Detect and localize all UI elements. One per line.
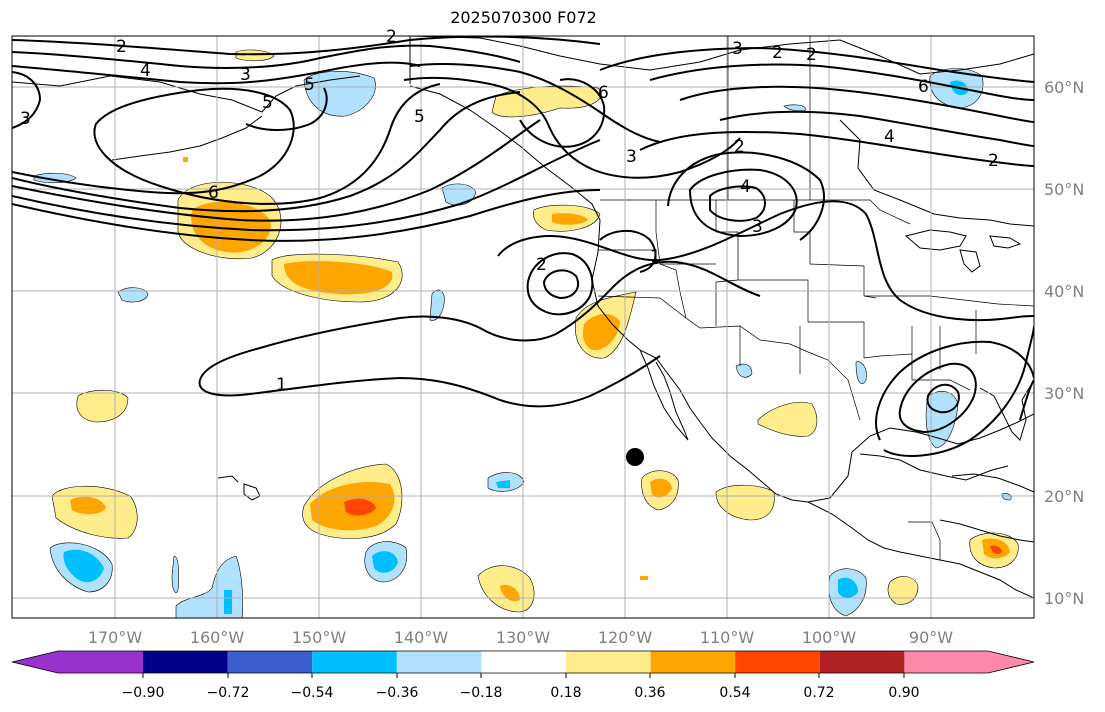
contour-label: 2 [386, 27, 397, 47]
colorbar-segment [735, 651, 820, 673]
colorbar-labels: −0.90 −0.72 −0.54 −0.36 −0.18 0.18 0.36 … [122, 685, 920, 701]
colorbar-extension-max [988, 651, 1034, 673]
lon-label: 160°W [190, 628, 245, 647]
lon-label: 140°W [394, 628, 449, 647]
contour-label: 6 [208, 183, 219, 203]
colorbar-segment [566, 651, 651, 673]
colorbar-tick-label: 0.54 [719, 685, 750, 701]
contour-label: 5 [262, 93, 273, 113]
coastlines [12, 36, 1034, 599]
colorbar-tick-label: 0.72 [803, 685, 834, 701]
lon-label: 130°W [496, 628, 551, 647]
colorbar-tick-label: −0.90 [122, 685, 165, 701]
lat-label: 10°N [1044, 589, 1084, 608]
contour-label: 6 [598, 83, 609, 103]
lat-label: 40°N [1044, 282, 1084, 301]
lat-label: 30°N [1044, 384, 1084, 403]
lon-label: 110°W [700, 628, 755, 647]
contour-label: 3 [732, 39, 743, 59]
contour-label: 2 [734, 137, 745, 157]
contour-label: 2 [806, 45, 817, 65]
contour-label: 1 [650, 247, 661, 267]
height-contours [12, 36, 1034, 457]
lon-label: 170°W [88, 628, 143, 647]
colorbar-segment [312, 651, 397, 673]
contour-label: 6 [918, 77, 929, 97]
colorbar-tick-label: −0.36 [376, 685, 419, 701]
colorbar-tick-label: 0.90 [888, 685, 919, 701]
contour-label: 5 [414, 107, 425, 127]
contour-label: 2 [988, 151, 999, 171]
colorbar-tick-label: −0.18 [460, 685, 503, 701]
colorbar-extension-min [12, 651, 58, 673]
lon-label: 120°W [598, 628, 653, 647]
colorbar-segment [650, 651, 736, 673]
colorbar-tick-label: −0.72 [207, 685, 250, 701]
map-title: 2025070300 F072 [450, 8, 597, 27]
lon-label: 100°W [802, 628, 857, 647]
contour-label: 4 [140, 61, 151, 81]
lon-label: 90°W [909, 628, 953, 647]
contour-label: 3 [240, 65, 251, 85]
colorbar-segment [904, 651, 988, 673]
contour-label: 3 [752, 217, 763, 237]
map-frame [11, 35, 1035, 619]
lat-label: 50°N [1044, 180, 1084, 199]
lon-label: 150°W [292, 628, 347, 647]
contour-label: 2 [772, 43, 783, 63]
borders [597, 36, 1034, 560]
colorbar-segment [396, 651, 482, 673]
location-marker [626, 448, 644, 466]
colorbar-tick-label: 0.36 [634, 685, 665, 701]
longitude-labels: 170°W 160°W 150°W 140°W 130°W 120°W 110°… [88, 628, 953, 647]
contour-label: 4 [884, 127, 895, 147]
colorbar-segment [819, 651, 905, 673]
lat-label: 60°N [1044, 78, 1084, 97]
contour-labels: 2 3 4 5 5 6 6 5 3 2 1 2 3 4 3 2 4 2 1 2 … [20, 27, 999, 395]
contour-label: 4 [740, 177, 751, 197]
contour-label: 1 [276, 375, 287, 395]
contour-label: 2 [116, 37, 127, 57]
contour-label: 3 [626, 147, 637, 167]
colorbar-segment [481, 651, 566, 673]
colorbar [11, 650, 1035, 678]
contour-label: 3 [20, 109, 31, 129]
colorbar-segment [58, 651, 143, 673]
colorbar-outline [11, 650, 1035, 674]
colorbar-segment [143, 651, 228, 673]
contour-label: 2 [536, 255, 547, 275]
lat-label: 20°N [1044, 487, 1084, 506]
colorbar-tick-label: 0.18 [550, 685, 581, 701]
contour-label: 5 [304, 75, 315, 95]
colorbar-tick-label: −0.54 [291, 685, 334, 701]
colorbar-segment [227, 651, 313, 673]
latitude-labels: 60°N 50°N 40°N 30°N 20°N 10°N [1044, 78, 1084, 608]
